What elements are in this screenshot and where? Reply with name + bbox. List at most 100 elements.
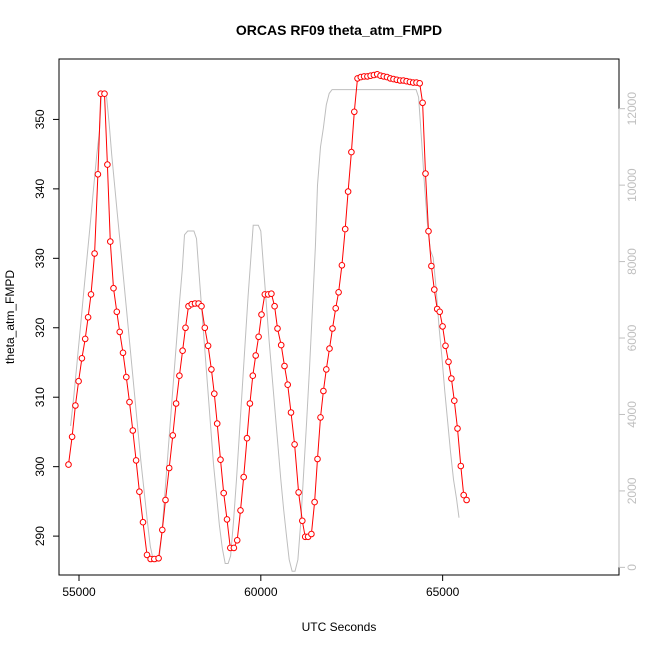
y2-tick-label: 2000 [625, 477, 639, 504]
data-point [442, 342, 449, 350]
data-point [65, 461, 72, 468]
data-point [436, 308, 444, 316]
data-point [162, 496, 169, 504]
data-point [119, 349, 127, 357]
data-point [139, 518, 147, 526]
data-point [323, 366, 330, 373]
chart-title: ORCAS RF09 theta_atm_FMPD [236, 22, 442, 38]
data-point [419, 99, 426, 107]
data-point [351, 108, 358, 116]
x-tick-label: 60000 [244, 585, 278, 599]
x-axis-label: UTC Seconds [302, 620, 377, 634]
series-layer [65, 71, 470, 572]
data-point [460, 491, 468, 499]
y-axis-left: 290 300 310 320 330 340 350 [33, 109, 60, 546]
data-point [308, 530, 315, 538]
data-point [249, 372, 257, 380]
y-tick-label: 350 [33, 109, 47, 129]
data-point [213, 420, 221, 427]
data-point [182, 324, 189, 332]
data-point [143, 551, 151, 559]
y-tick-label: 320 [33, 317, 47, 337]
y-tick-label: 340 [33, 179, 47, 199]
y2-tick-label: 0 [625, 564, 639, 571]
data-point [326, 345, 333, 352]
data-point [314, 455, 321, 463]
data-point [295, 489, 302, 496]
data-point [169, 432, 177, 439]
y-axis-label: theta_atm_FMPD [3, 270, 17, 364]
data-point [198, 302, 205, 310]
y-axis-right: 0 2000 4000 6000 8000 10000 12000 [618, 92, 639, 571]
data-point [237, 507, 244, 514]
data-point [233, 537, 241, 544]
y-tick-label: 310 [33, 387, 47, 407]
data-point [271, 302, 278, 310]
x-tick-label: 65000 [426, 585, 460, 599]
data-point [94, 171, 102, 178]
data-point [246, 400, 254, 407]
data-point [320, 387, 327, 395]
plot-frame [58, 58, 620, 576]
data-point [332, 305, 340, 312]
data-point [255, 333, 262, 341]
data-point [217, 456, 224, 464]
data-point [101, 90, 108, 97]
data-point [126, 398, 133, 406]
data-point [448, 375, 455, 382]
data-point [81, 335, 89, 343]
data-point [428, 262, 435, 270]
data-point [451, 397, 458, 405]
data-point [87, 291, 95, 298]
x-tick-label: 55000 [62, 585, 96, 599]
data-point [107, 238, 114, 245]
data-point [113, 308, 121, 316]
data-point [284, 381, 292, 389]
y2-tick-label: 8000 [625, 248, 639, 275]
data-point [78, 355, 86, 362]
data-point [172, 400, 180, 407]
data-point [179, 347, 186, 355]
data-point [457, 462, 465, 470]
y-tick-label: 290 [33, 526, 47, 546]
data-point [220, 489, 227, 497]
data-point [72, 402, 79, 409]
series-line-secondary [70, 89, 460, 572]
data-point [299, 517, 306, 525]
data-point [341, 225, 349, 233]
data-point [281, 362, 288, 370]
y2-tick-label: 6000 [625, 324, 639, 351]
data-point [223, 516, 231, 523]
data-point [291, 441, 298, 448]
data-point [344, 188, 352, 195]
y2-tick-label: 10000 [625, 168, 639, 202]
data-point [425, 227, 432, 235]
data-point [104, 161, 111, 168]
data-point [335, 289, 342, 296]
data-point [176, 372, 183, 380]
data-point [311, 498, 318, 506]
data-point [287, 409, 295, 416]
data-point [243, 434, 251, 442]
data-point [240, 473, 247, 481]
data-point [258, 311, 265, 318]
data-point [317, 414, 324, 421]
data-point [274, 325, 281, 332]
data-point [348, 148, 355, 156]
data-point [431, 286, 438, 293]
y-tick-label: 300 [33, 456, 47, 476]
data-point [252, 352, 259, 359]
data-point [463, 496, 470, 504]
data-point [439, 323, 446, 330]
data-point [116, 328, 123, 336]
data-point [204, 342, 212, 350]
y2-tick-label: 4000 [625, 401, 639, 428]
data-point [159, 526, 166, 534]
data-point [329, 325, 336, 332]
data-point [422, 170, 429, 177]
data-point [75, 377, 82, 385]
data-point [208, 366, 215, 373]
data-point [230, 544, 238, 552]
data-point [155, 555, 162, 562]
data-point [454, 425, 461, 432]
